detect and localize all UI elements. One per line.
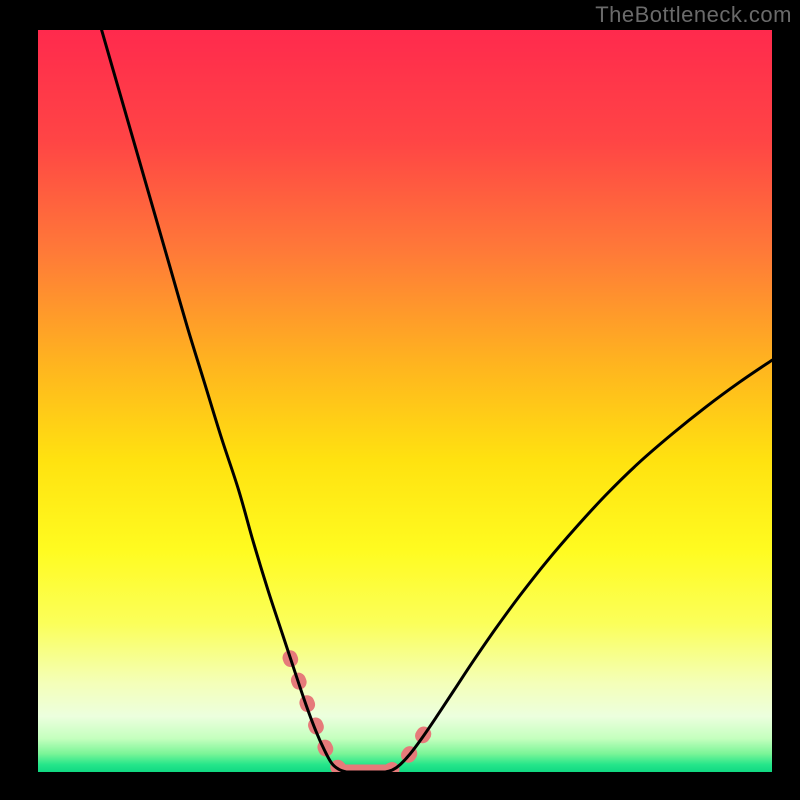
highlight-left-desc (290, 658, 340, 770)
curve-right (385, 360, 772, 772)
highlight-right-asc (390, 727, 428, 770)
curve-left (102, 30, 347, 772)
plot-frame (38, 30, 772, 772)
chart-container: TheBottleneck.com (0, 0, 800, 800)
plot-svg (38, 30, 772, 772)
watermark-text: TheBottleneck.com (595, 2, 792, 28)
